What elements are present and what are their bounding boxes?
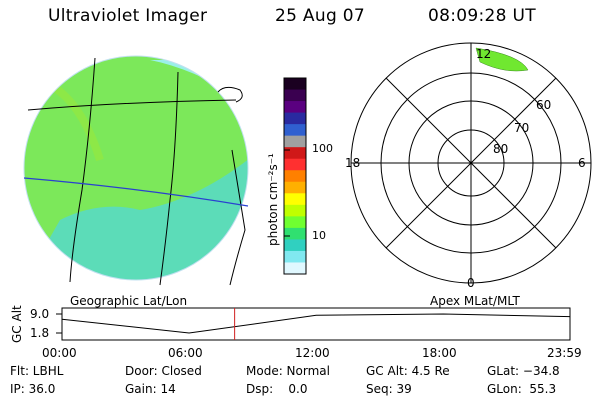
altitude-xtick: 06:00 xyxy=(168,346,203,360)
colorbar-segment xyxy=(284,112,306,125)
status-seq: Seq: 39 xyxy=(366,382,412,396)
colorbar-segment xyxy=(284,147,306,160)
altitude-series-line xyxy=(61,313,571,334)
colorbar-segment xyxy=(284,227,306,240)
mlat-label-70: 70 xyxy=(514,121,530,135)
altitude-xtick: 23:59 xyxy=(547,346,582,360)
colorbar xyxy=(283,77,307,275)
status-filter: Flt: LBHL xyxy=(10,364,64,378)
colorbar-segment xyxy=(284,239,306,252)
status-ip: IP: 36.0 xyxy=(10,382,56,396)
altitude-ytick-9: 9.0 xyxy=(30,307,50,321)
mlat-label-80: 80 xyxy=(493,142,509,156)
colorbar-segment xyxy=(284,181,306,194)
status-gc-alt: GC Alt: 4.5 Re xyxy=(366,364,450,378)
colorbar-segment xyxy=(284,193,306,206)
status-door: Door: Closed xyxy=(125,364,202,378)
altitude-xtick: 00:00 xyxy=(42,346,77,360)
mlt-label-18: 18 xyxy=(345,156,361,170)
geographic-globe xyxy=(23,55,249,286)
altitude-xtick: 12:00 xyxy=(295,346,330,360)
status-mode: Mode: Normal xyxy=(246,364,330,378)
altitude-xtick: 18:00 xyxy=(422,346,457,360)
left-panel-caption: Geographic Lat/Lon xyxy=(70,294,188,308)
mlt-label-6: 6 xyxy=(578,156,586,170)
colorbar-segment xyxy=(284,170,306,183)
altitude-ytick-1-8: 1.8 xyxy=(30,326,50,340)
date-label: 25 Aug 07 xyxy=(275,6,365,26)
altitude-plot xyxy=(56,307,571,341)
colorbar-segment xyxy=(284,204,306,217)
colorbar-segment xyxy=(284,250,306,263)
mlt-label-0: 0 xyxy=(467,276,475,290)
colorbar-label: photon cm⁻²s⁻¹ xyxy=(266,153,280,246)
colorbar-segment xyxy=(284,262,306,275)
altitude-ylabel: GC Alt xyxy=(10,305,24,343)
auroral-emission-patch xyxy=(475,47,529,72)
colorbar-segment xyxy=(284,78,306,91)
time-label: 08:09:28 UT xyxy=(428,6,536,26)
status-gain: Gain: 14 xyxy=(125,382,176,396)
mlt-label-12: 12 xyxy=(476,47,492,61)
colorbar-tick-100: 100 xyxy=(312,142,333,155)
colorbar-segment xyxy=(284,89,306,102)
colorbar-tick-10: 10 xyxy=(312,229,326,242)
colorbar-segment xyxy=(284,216,306,229)
polar-plot xyxy=(350,42,592,284)
status-glat: GLat: −34.8 xyxy=(487,364,560,378)
right-panel-caption: Apex MLat/MLT xyxy=(430,294,520,308)
colorbar-segment xyxy=(284,101,306,114)
mlat-label-60: 60 xyxy=(536,98,552,112)
instrument-title: Ultraviolet Imager xyxy=(48,6,208,26)
status-dsp: Dsp: 0.0 xyxy=(246,382,308,396)
colorbar-segment xyxy=(284,158,306,171)
colorbar-segment xyxy=(284,124,306,137)
colorbar-segment xyxy=(284,135,306,148)
status-glon: GLon: 55.3 xyxy=(487,382,557,396)
